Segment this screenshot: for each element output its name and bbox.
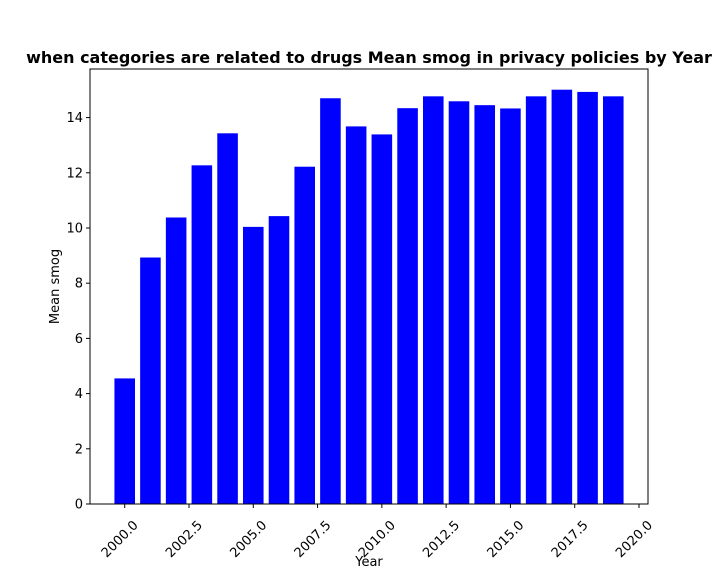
bar-2009	[345, 126, 367, 504]
bar-2015	[500, 108, 521, 504]
bar-2004	[217, 133, 238, 504]
bar-2018	[577, 91, 598, 504]
bar-2007	[294, 166, 315, 504]
x-tick-label: 2017.5	[549, 518, 592, 561]
y-tick-label: 6	[75, 332, 83, 347]
x-axis-label: Year	[354, 555, 383, 570]
y-axis-label: Mean smog	[48, 249, 63, 324]
bar-2013	[448, 101, 470, 504]
bar-2008	[320, 98, 341, 504]
plot-frame	[89, 68, 649, 505]
y-tick-label: 14	[66, 111, 83, 126]
bar-2012	[423, 96, 444, 504]
bar-2005	[243, 226, 264, 504]
bar-2016	[525, 96, 547, 504]
y-tick-label: 12	[66, 166, 83, 181]
x-tick-label: 2002.5	[163, 518, 206, 561]
bar-2003	[191, 165, 213, 504]
bars-group	[114, 89, 624, 505]
bar-2006	[268, 216, 290, 504]
bar-2010	[371, 134, 393, 505]
x-tick-label: 2012.5	[420, 518, 463, 561]
bar-2014	[474, 105, 495, 504]
y-axis-ticks: 0 2 4 6 8 10 12 14	[66, 111, 90, 513]
bar-2011	[397, 108, 418, 504]
x-tick-label: 2020.0	[613, 518, 656, 561]
y-tick-label: 2	[75, 442, 83, 457]
bar-2019	[603, 96, 624, 504]
chart-title: when categories are related to drugs Mea…	[26, 48, 712, 67]
y-tick-label: 4	[75, 387, 83, 402]
x-tick-label: 2007.5	[292, 518, 335, 561]
y-tick-label: 10	[66, 221, 83, 236]
y-tick-label: 8	[75, 277, 83, 292]
x-tick-label: 2000.0	[99, 518, 142, 561]
bar-2002	[165, 217, 187, 504]
bar-2017	[551, 89, 573, 504]
x-axis-ticks: 2000.0 2002.5 2005.0 2007.5 2010.0 2012.5 2015…	[99, 504, 656, 561]
bar-2000	[114, 378, 135, 504]
bar-2001	[140, 257, 161, 504]
x-tick-label: 2015.0	[485, 518, 528, 561]
y-tick-label: 0	[75, 498, 83, 513]
x-tick-label: 2005.0	[227, 518, 270, 561]
